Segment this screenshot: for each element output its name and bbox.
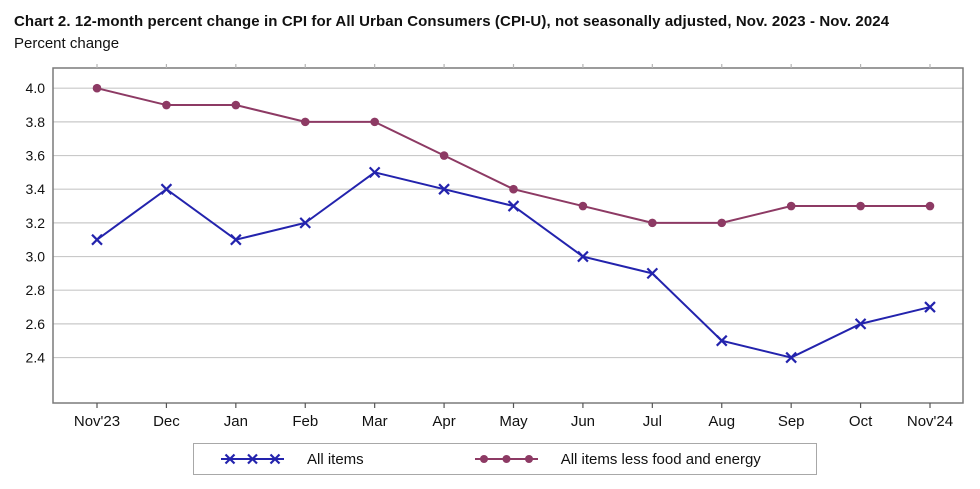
x-axis-tick-label: May — [499, 413, 528, 430]
x-axis-tick-label: Dec — [153, 413, 180, 430]
x-axis-tick-label: Mar — [362, 413, 388, 430]
data-point-marker — [507, 200, 520, 212]
data-point-marker — [92, 83, 102, 93]
y-axis-tick-label: 3.6 — [26, 148, 46, 164]
data-point-marker — [91, 233, 103, 246]
data-point-marker — [370, 117, 379, 127]
legend-item-all-items-less-food-and-energy: All items less food and energy — [474, 451, 761, 468]
legend-line-sample — [474, 455, 538, 463]
data-point-marker — [715, 334, 728, 347]
data-point-marker — [856, 201, 865, 211]
x-axis-tick-label: Nov'24 — [907, 413, 953, 430]
data-point-marker — [925, 201, 935, 211]
data-point-marker — [438, 183, 450, 195]
y-axis-tick-label: 3.4 — [26, 181, 46, 197]
y-axis-tick-label: 3.8 — [26, 114, 46, 130]
legend-marker-dot-icon — [524, 455, 533, 463]
x-axis-tick-label: Jan — [224, 413, 248, 430]
legend-marker-dot-icon — [479, 455, 488, 463]
legend-marker-x-icon — [247, 453, 258, 465]
x-axis-tick-label: Sep — [778, 413, 805, 430]
legend-marker-dot-icon — [502, 455, 511, 463]
data-point-marker — [646, 267, 659, 280]
x-axis-tick-label: Feb — [292, 413, 318, 430]
data-point-marker — [162, 100, 171, 110]
data-point-marker — [231, 100, 241, 110]
x-axis-tick-label: Apr — [432, 413, 455, 430]
plot-border — [52, 67, 964, 404]
x-axis-tick-label: Nov'23 — [74, 413, 120, 430]
legend-marker-x-icon — [224, 453, 236, 465]
legend: All items All items less food and energy — [193, 443, 817, 475]
data-point-marker — [786, 201, 796, 211]
y-axis-tick-label: 2.6 — [26, 316, 46, 332]
chart-title: Chart 2. 12-month percent change in CPI … — [14, 13, 890, 30]
y-axis-tick-label: 2.4 — [26, 350, 46, 366]
data-point-marker — [717, 218, 727, 228]
x-axis-tick-label: Aug — [708, 413, 735, 430]
chart-subtitle: Percent change — [14, 35, 120, 52]
data-point-marker — [368, 166, 381, 179]
x-axis-tick-label: Jun — [571, 413, 595, 430]
data-point-marker — [924, 301, 936, 313]
y-axis-tick-label: 2.8 — [26, 282, 46, 298]
y-axis-tick-label: 3.0 — [26, 249, 46, 265]
data-point-marker — [300, 117, 310, 127]
data-point-marker — [299, 217, 312, 229]
data-point-marker — [648, 218, 657, 228]
legend-item-all-items: All items — [220, 451, 364, 468]
x-axis-tick-label: Jul — [643, 413, 662, 430]
legend-label: All items — [307, 450, 364, 468]
data-point-marker — [230, 233, 242, 246]
legend-line-sample — [221, 453, 284, 465]
legend-marker-x-icon — [269, 453, 281, 465]
data-point-marker — [577, 250, 589, 263]
x-axis-tick-label: Oct — [849, 413, 873, 430]
data-point-marker — [439, 151, 449, 160]
plot-background — [53, 68, 963, 403]
legend-label: All items less food and energy — [560, 450, 761, 468]
data-point-marker — [509, 184, 518, 194]
data-point-marker — [854, 318, 867, 330]
y-axis-tick-label: 4.0 — [26, 80, 46, 96]
y-axis-tick-label: 3.2 — [26, 215, 46, 231]
data-point-marker — [160, 183, 173, 195]
data-point-marker — [578, 201, 588, 211]
data-point-marker — [785, 351, 797, 364]
